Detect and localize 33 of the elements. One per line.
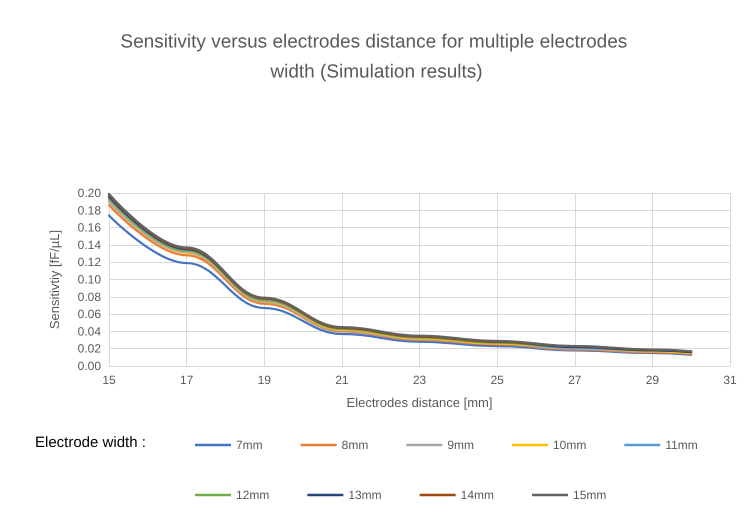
- y-tick-label: 0.14: [78, 238, 102, 252]
- legend-label: 7mm: [236, 438, 263, 452]
- y-tick-label: 0.02: [78, 342, 102, 356]
- legend-label: 10mm: [553, 438, 586, 452]
- chart-title: Sensitivity versus electrodes distance for multiple electrodes width (Simulation results): [120, 32, 633, 82]
- y-tick-label: 0.20: [78, 186, 102, 200]
- legend-title: Electrode width :: [35, 434, 146, 451]
- y-tick-label: 0.06: [78, 307, 102, 322]
- legend-label: 12mm: [236, 488, 270, 502]
- x-tick-label: 21: [335, 373, 349, 387]
- y-tick-label: 0.10: [78, 272, 102, 286]
- y-tick-label: 0.00: [78, 359, 102, 373]
- legend-label: 14mm: [460, 488, 494, 502]
- legend-label: 11mm: [665, 438, 698, 452]
- x-tick-label: 25: [490, 373, 504, 387]
- x-axis-title: Electrodes distance [mm]: [346, 395, 492, 410]
- y-tick-label: 0.18: [78, 203, 102, 218]
- legend-label: 15mm: [573, 488, 606, 502]
- x-tick-label: 31: [723, 373, 737, 387]
- x-tick-label: 17: [180, 373, 194, 387]
- legend-label: 9mm: [447, 438, 474, 452]
- y-tick-label: 0.12: [78, 255, 102, 270]
- y-tick-label: 0.16: [78, 220, 102, 235]
- y-tick-label: 0.08: [78, 290, 102, 304]
- x-tick-label: 23: [412, 373, 426, 387]
- y-tick-label: 0.04: [78, 324, 102, 338]
- y-axis-title: Sensitivtiy [fF/µL]: [47, 230, 62, 330]
- x-tick-label: 29: [646, 373, 660, 387]
- x-tick-label: 15: [102, 373, 116, 387]
- legend-label: 8mm: [342, 438, 368, 452]
- legend-label: 13mm: [348, 488, 382, 502]
- x-tick-label: 27: [568, 373, 582, 387]
- x-tick-label: 19: [258, 373, 272, 387]
